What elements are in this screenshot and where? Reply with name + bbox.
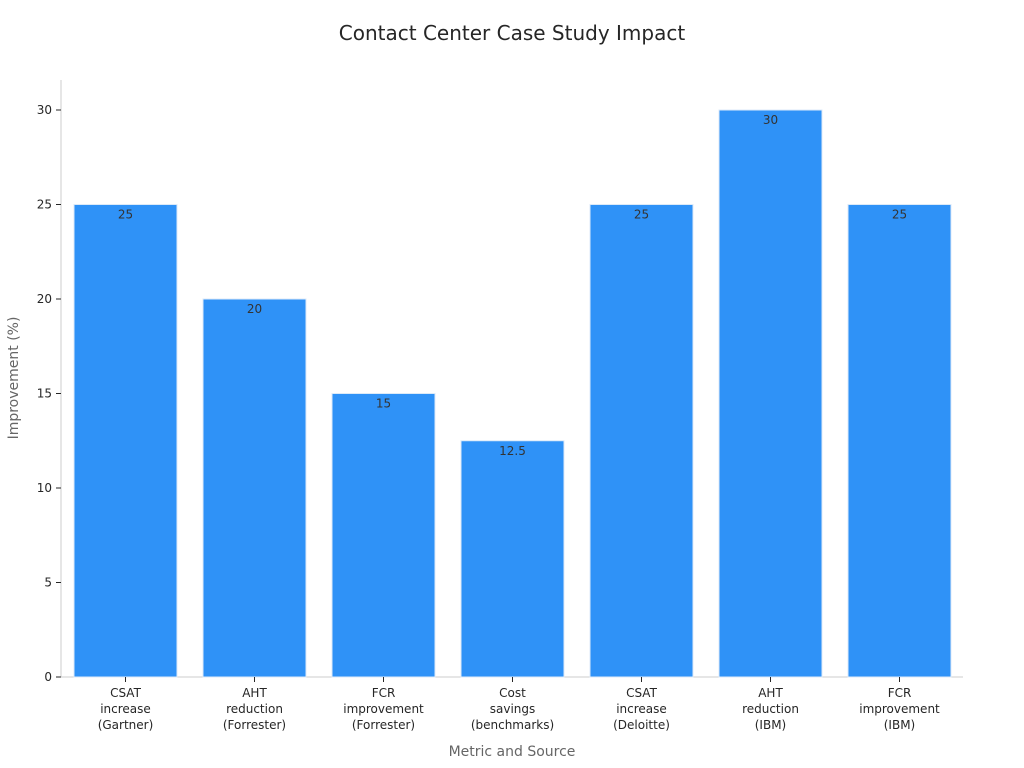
bar <box>460 440 565 678</box>
x-tick-label-line: increase <box>100 702 151 716</box>
bar-value-label: 12.5 <box>499 444 526 458</box>
x-tick-label-line: savings <box>490 702 536 716</box>
bar <box>73 204 178 678</box>
x-tick-label-line: CSAT <box>110 686 141 700</box>
bar-value-label: 25 <box>892 208 907 222</box>
x-tick-label-line: reduction <box>226 702 283 716</box>
x-tick-label-line: Cost <box>499 686 526 700</box>
x-tick-label: AHT reduction (Forrester) <box>223 686 286 732</box>
bar <box>202 298 307 678</box>
bar-value-label: 15 <box>376 397 391 411</box>
x-tick-label-line: (Gartner) <box>98 718 154 732</box>
y-tick-label: 30 <box>37 103 52 117</box>
bar <box>847 204 952 678</box>
bar-value-label: 25 <box>634 208 649 222</box>
x-tick-label: Cost savings (benchmarks) <box>471 686 554 732</box>
x-tick-label: FCR improvement (IBM) <box>859 686 940 732</box>
bar <box>589 204 694 678</box>
bar-value-label: 30 <box>763 113 778 127</box>
y-tick-label: 25 <box>37 198 52 212</box>
y-tick-label: 5 <box>44 576 52 590</box>
y-tick-label: 10 <box>37 481 52 495</box>
x-tick-label-line: reduction <box>742 702 799 716</box>
chart-title: Contact Center Case Study Impact <box>339 21 686 45</box>
x-axis-label: Metric and Source <box>449 744 576 760</box>
bar-value-label: 20 <box>247 302 262 316</box>
x-tick-label-line: (Forrester) <box>223 718 286 732</box>
x-tick-label: FCR improvement (Forrester) <box>343 686 424 732</box>
bar <box>718 109 823 678</box>
x-tick-label-line: (Forrester) <box>352 718 415 732</box>
x-tick-label: CSAT increase (Gartner) <box>98 686 154 732</box>
x-tick-label-line: increase <box>616 702 667 716</box>
x-tick-label-line: (IBM) <box>755 718 787 732</box>
x-tick-label-line: AHT <box>758 686 783 700</box>
y-tick-label: 0 <box>44 670 52 684</box>
x-tick-label-line: improvement <box>859 702 940 716</box>
x-tick-label-line: FCR <box>888 686 912 700</box>
x-tick-label: CSAT increase (Deloitte) <box>613 686 670 732</box>
y-axis-label: Improvement (%) <box>6 317 22 440</box>
y-tick-label: 20 <box>37 292 52 306</box>
x-tick-label-line: AHT <box>242 686 267 700</box>
x-tick-label-line: CSAT <box>626 686 657 700</box>
x-tick-label-line: (benchmarks) <box>471 718 554 732</box>
y-tick-label: 15 <box>37 387 52 401</box>
x-tick-label-line: improvement <box>343 702 424 716</box>
x-tick-label-line: (Deloitte) <box>613 718 670 732</box>
x-tick-label: AHT reduction (IBM) <box>742 686 799 732</box>
x-tick-label-line: (IBM) <box>884 718 916 732</box>
bar <box>331 393 436 678</box>
plot-area: 0 5 10 15 20 25 30 25 CSAT increase (Gartner) 20 AHT… <box>37 80 963 732</box>
x-tick-label-line: FCR <box>372 686 396 700</box>
bar-value-label: 25 <box>118 208 133 222</box>
